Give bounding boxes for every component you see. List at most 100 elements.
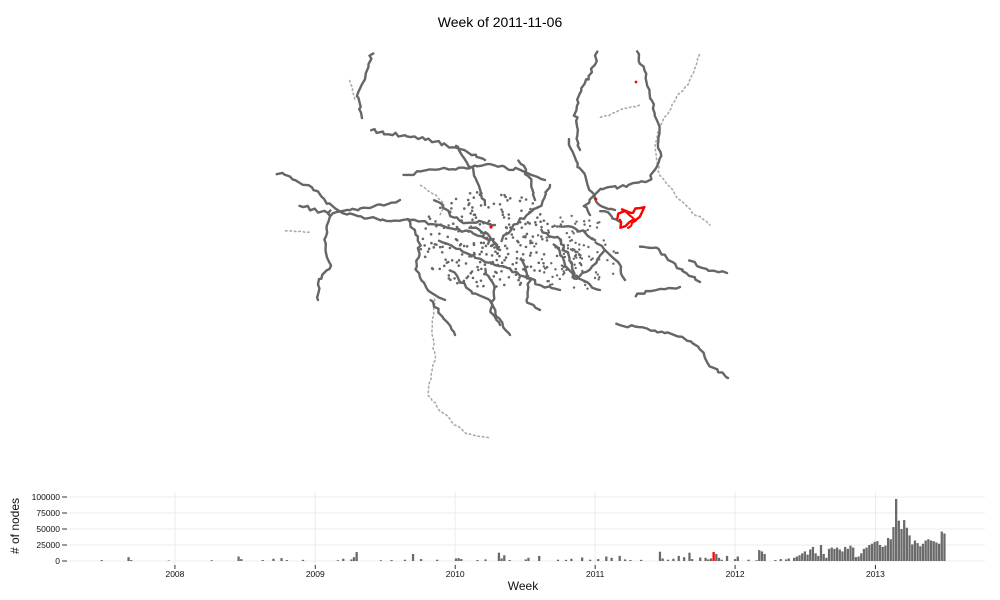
- bar: [870, 543, 874, 561]
- track-point: [554, 245, 558, 249]
- bar: [924, 540, 927, 561]
- track-point: [560, 254, 563, 258]
- track-point: [500, 193, 503, 197]
- bar: [919, 546, 922, 561]
- track-point: [469, 212, 472, 215]
- bar: [827, 548, 831, 561]
- bar: [881, 546, 884, 561]
- bar: [854, 557, 858, 561]
- track-point: [502, 216, 506, 219]
- track-point: [534, 242, 538, 245]
- highlight-point: [634, 80, 638, 84]
- track-point: [565, 231, 568, 235]
- y-tick-label: 75000: [36, 508, 60, 518]
- track-point: [503, 258, 506, 262]
- track-point: [558, 277, 562, 281]
- track-point: [540, 235, 543, 238]
- bar: [793, 557, 796, 561]
- track-point: [458, 280, 462, 284]
- x-tick-label: 2011: [586, 569, 605, 579]
- track-point: [438, 267, 442, 271]
- track-point: [455, 281, 459, 285]
- track-point: [564, 250, 568, 254]
- track-point: [545, 265, 549, 269]
- track-point: [586, 228, 590, 232]
- track-point: [496, 263, 500, 267]
- track-point: [535, 251, 538, 254]
- track-point: [442, 264, 446, 268]
- bar: [538, 555, 541, 561]
- track-point: [529, 251, 533, 255]
- bar: [801, 553, 804, 561]
- track-point: [583, 280, 586, 283]
- track-point: [567, 251, 570, 255]
- track-point: [460, 215, 464, 218]
- bar: [784, 559, 788, 561]
- track-point: [519, 281, 523, 285]
- track-point: [562, 265, 565, 268]
- track-point: [482, 241, 486, 245]
- track-point: [537, 261, 541, 265]
- track-point: [546, 222, 549, 226]
- track-point: [488, 238, 492, 241]
- track-point: [523, 269, 527, 272]
- track-point: [504, 232, 508, 236]
- track-line: [437, 239, 562, 292]
- track-point: [485, 253, 488, 256]
- bar: [564, 559, 568, 561]
- track-point: [438, 232, 441, 236]
- bar: [605, 556, 608, 561]
- track-point: [540, 258, 544, 261]
- track-point: [587, 255, 591, 258]
- track-point: [566, 247, 570, 250]
- track-point: [569, 261, 572, 264]
- track-point: [574, 241, 577, 245]
- bar: [849, 545, 852, 561]
- track-point: [504, 256, 508, 259]
- track-point: [577, 252, 581, 256]
- track-point: [480, 267, 483, 271]
- bar: [524, 559, 527, 561]
- bar: [699, 557, 702, 561]
- track-point: [460, 253, 464, 256]
- track-point: [482, 233, 485, 237]
- track-point: [536, 205, 540, 209]
- track-point: [542, 252, 546, 256]
- highlighted-tracks: [489, 80, 646, 229]
- bar: [503, 555, 506, 561]
- bar: [508, 560, 511, 561]
- track-point: [468, 226, 471, 230]
- track-point: [559, 223, 563, 226]
- track-point: [593, 276, 597, 280]
- track-line: [517, 159, 537, 202]
- track-point: [432, 246, 436, 249]
- track-point: [487, 240, 491, 243]
- bar: [556, 559, 560, 561]
- track-point: [574, 266, 577, 270]
- track-point: [484, 244, 488, 248]
- track-point: [598, 258, 601, 261]
- track-point: [492, 240, 495, 243]
- track-line: [687, 259, 729, 275]
- bar: [844, 546, 847, 561]
- track-point: [520, 226, 524, 229]
- bar: [900, 529, 903, 561]
- bar: [597, 559, 600, 561]
- bar: [733, 559, 737, 561]
- track-point: [495, 285, 498, 288]
- track-point: [518, 220, 522, 224]
- track-point: [531, 207, 535, 211]
- track-point: [559, 216, 562, 219]
- track-point: [431, 267, 435, 271]
- track-point: [454, 197, 458, 201]
- track-point: [435, 224, 438, 228]
- track-line: [598, 209, 622, 224]
- track-point: [468, 191, 472, 195]
- track-point: [595, 226, 599, 229]
- track-point: [451, 222, 455, 225]
- track-point: [506, 252, 510, 256]
- bar: [838, 549, 841, 561]
- track-point: [470, 209, 474, 213]
- bar: [130, 560, 133, 561]
- track-point: [479, 279, 483, 282]
